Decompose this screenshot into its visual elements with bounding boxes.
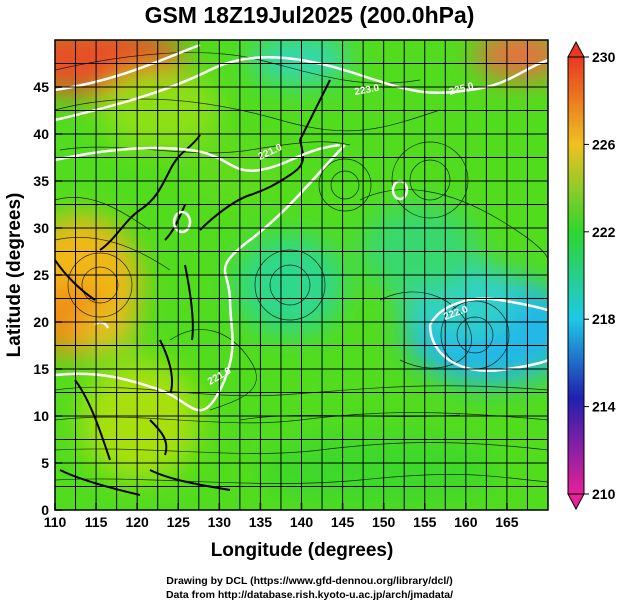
x-tick-label: 110 bbox=[44, 514, 67, 530]
x-tick-label: 120 bbox=[125, 514, 149, 530]
y-tick-label: 5 bbox=[41, 455, 49, 471]
y-axis-label: Latitude (degrees) bbox=[4, 193, 25, 358]
x-axis-label: Longitude (degrees) bbox=[211, 540, 394, 561]
y-tick-label: 0 bbox=[41, 502, 49, 518]
y-tick-label: 35 bbox=[33, 173, 49, 189]
x-tick-label: 130 bbox=[208, 514, 232, 530]
colorbar-ticks: 230 226 222 218 214 210 bbox=[584, 49, 616, 502]
x-tick-label: 160 bbox=[454, 514, 478, 530]
colorbar-tick-label: 218 bbox=[592, 311, 616, 327]
streamlines bbox=[55, 52, 548, 484]
y-axis-ticks: 0 5 10 15 20 25 30 35 40 45 bbox=[33, 79, 62, 518]
colorbar-bottom-arrow bbox=[567, 493, 585, 511]
colorbar-tick-label: 222 bbox=[592, 224, 616, 240]
colorbar-top-arrow bbox=[567, 40, 585, 58]
colorbar-tick-label: 226 bbox=[592, 136, 616, 152]
colorbar-tick-label: 230 bbox=[592, 49, 616, 65]
x-tick-label: 150 bbox=[372, 514, 396, 530]
color-field bbox=[55, 40, 548, 510]
x-tick-label: 145 bbox=[331, 514, 355, 530]
y-tick-label: 25 bbox=[33, 267, 49, 283]
x-tick-label: 140 bbox=[290, 514, 314, 530]
y-tick-label: 45 bbox=[33, 79, 49, 95]
colorbar-bar bbox=[567, 56, 585, 495]
credit-drawing: Drawing by DCL (https://www.gfd-dennou.o… bbox=[166, 575, 453, 587]
x-tick-label: 115 bbox=[85, 514, 108, 530]
y-tick-label: 40 bbox=[33, 126, 49, 142]
colorbar-tick-label: 210 bbox=[592, 486, 616, 502]
y-tick-label: 10 bbox=[33, 408, 49, 424]
x-tick-label: 125 bbox=[167, 514, 191, 530]
map-title: GSM 18Z19Jul2025 (200.0hPa) bbox=[144, 2, 475, 28]
credit-data-source: Data from http://database.rish.kyoto-u.a… bbox=[165, 589, 454, 601]
x-tick-label: 155 bbox=[413, 514, 437, 530]
x-tick-label: 165 bbox=[495, 514, 519, 530]
x-axis-ticks: 110 115 120 125 130 135 140 145 150 155 160 165 bbox=[44, 503, 519, 530]
contour-label: 223.0 bbox=[354, 83, 381, 98]
y-tick-label: 30 bbox=[33, 220, 49, 236]
colorbar: 230 226 222 218 214 210 bbox=[567, 40, 616, 511]
colorbar-tick-label: 214 bbox=[592, 399, 616, 415]
x-tick-label: 135 bbox=[249, 514, 273, 530]
lat-lon-grid bbox=[55, 40, 548, 510]
y-tick-label: 20 bbox=[33, 314, 49, 330]
y-tick-label: 15 bbox=[33, 361, 49, 377]
